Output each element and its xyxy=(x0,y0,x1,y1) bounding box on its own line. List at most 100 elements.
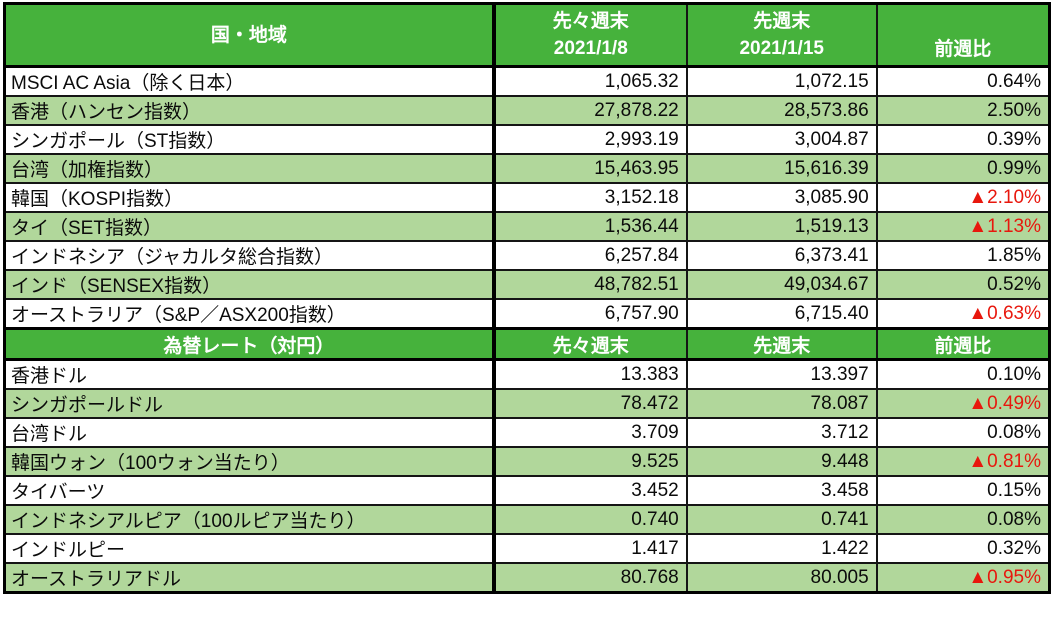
table-row: インド（SENSEX指数） 48,782.51 49,034.67 0.52% xyxy=(3,269,1051,300)
value-prev2: 1.417 xyxy=(491,533,688,564)
change-cell: 0.99% xyxy=(875,153,1051,184)
value-prev2: 9.525 xyxy=(491,446,688,477)
value-prev2: 0.740 xyxy=(491,504,688,535)
value-prev1: 6,715.40 xyxy=(685,298,878,330)
table-row: オーストラリア（S&P／ASX200指数） 6,757.90 6,715.40 … xyxy=(3,298,1051,330)
currency-name: インドルピー xyxy=(3,533,495,564)
index-name: タイ（SET指数） xyxy=(3,211,495,242)
value-prev1: 3.712 xyxy=(685,417,878,448)
currency-name: 韓国ウォン（100ウォン当たり） xyxy=(3,446,495,477)
value-prev2: 1,065.32 xyxy=(491,65,688,97)
column-header-prev2: 先々週末 2021/1/8 xyxy=(491,2,688,68)
column-header-prev1-date: 2021/1/15 xyxy=(739,38,824,59)
fx-rows: 香港ドル 13.383 13.397 0.10% シンガポールドル 78.472… xyxy=(3,358,1051,594)
value-prev1: 49,034.67 xyxy=(685,269,878,300)
change-cell: 1.85% xyxy=(875,240,1051,271)
value-prev1: 78.087 xyxy=(685,388,878,419)
index-name: シンガポール（ST指数） xyxy=(3,124,495,155)
value-prev1: 3.458 xyxy=(685,475,878,506)
change-cell: 0.32% xyxy=(875,533,1051,564)
value-prev2: 3,152.18 xyxy=(491,182,688,213)
change-cell: 0.08% xyxy=(875,417,1051,448)
value-prev1: 80.005 xyxy=(685,562,878,594)
value-prev2: 80.768 xyxy=(491,562,688,594)
change-cell: ▲0.95% xyxy=(875,562,1051,594)
value-prev2: 15,463.95 xyxy=(491,153,688,184)
table-row: タイバーツ 3.452 3.458 0.15% xyxy=(3,475,1051,506)
value-prev1: 0.741 xyxy=(685,504,878,535)
currency-name: シンガポールドル xyxy=(3,388,495,419)
value-prev1: 13.397 xyxy=(685,358,878,390)
currency-name: タイバーツ xyxy=(3,475,495,506)
column-header-region: 国・地域 xyxy=(3,2,495,68)
value-prev1: 3,085.90 xyxy=(685,182,878,213)
column-header-prev2-label: 先々週末 xyxy=(552,11,629,32)
table-row: インドネシアルピア（100ルピア当たり） 0.740 0.741 0.08% xyxy=(3,504,1051,535)
fx-column-header-prev1: 先週末 xyxy=(685,327,878,361)
value-prev2: 6,257.84 xyxy=(491,240,688,271)
change-cell: 2.50% xyxy=(875,95,1051,126)
value-prev2: 78.472 xyxy=(491,388,688,419)
change-cell: 0.64% xyxy=(875,65,1051,97)
value-prev1: 1,072.15 xyxy=(685,65,878,97)
value-prev1: 28,573.86 xyxy=(685,95,878,126)
change-cell: ▲0.49% xyxy=(875,388,1051,419)
value-prev2: 1,536.44 xyxy=(491,211,688,242)
value-prev1: 1,519.13 xyxy=(685,211,878,242)
change-cell: 0.10% xyxy=(875,358,1051,390)
value-prev2: 2,993.19 xyxy=(491,124,688,155)
value-prev2: 6,757.90 xyxy=(491,298,688,330)
change-cell: 0.52% xyxy=(875,269,1051,300)
table-row: 台湾（加権指数） 15,463.95 15,616.39 0.99% xyxy=(3,153,1051,184)
table-row: インドネシア（ジャカルタ総合指数） 6,257.84 6,373.41 1.85… xyxy=(3,240,1051,271)
table-row: 韓国ウォン（100ウォン当たり） 9.525 9.448 ▲0.81% xyxy=(3,446,1051,477)
index-name: インドネシア（ジャカルタ総合指数） xyxy=(3,240,495,271)
indices-rows: MSCI AC Asia（除く日本） 1,065.32 1,072.15 0.6… xyxy=(3,65,1051,330)
table-row: オーストラリアドル 80.768 80.005 ▲0.95% xyxy=(3,562,1051,594)
column-header-prev2-date: 2021/1/8 xyxy=(553,38,628,59)
table-row: シンガポールドル 78.472 78.087 ▲0.49% xyxy=(3,388,1051,419)
value-prev1: 3,004.87 xyxy=(685,124,878,155)
value-prev2: 3.709 xyxy=(491,417,688,448)
index-name: 台湾（加権指数） xyxy=(3,153,495,184)
index-name: オーストラリア（S&P／ASX200指数） xyxy=(3,298,495,330)
table-row: タイ（SET指数） 1,536.44 1,519.13 ▲1.13% xyxy=(3,211,1051,242)
fx-section-title: 為替レート（対円） xyxy=(3,327,495,361)
value-prev2: 3.452 xyxy=(491,475,688,506)
fx-column-header-prev2: 先々週末 xyxy=(491,327,688,361)
table-row: 韓国（KOSPI指数） 3,152.18 3,085.90 ▲2.10% xyxy=(3,182,1051,213)
table-row: 香港（ハンセン指数） 27,878.22 28,573.86 2.50% xyxy=(3,95,1051,126)
currency-name: 香港ドル xyxy=(3,358,495,390)
change-cell: ▲0.81% xyxy=(875,446,1051,477)
index-name: MSCI AC Asia（除く日本） xyxy=(3,65,495,97)
value-prev1: 9.448 xyxy=(685,446,878,477)
currency-name: インドネシアルピア（100ルピア当たり） xyxy=(3,504,495,535)
column-header-change: 前週比 xyxy=(875,2,1051,68)
fx-column-header-change: 前週比 xyxy=(875,327,1051,361)
change-cell: 0.15% xyxy=(875,475,1051,506)
fx-header: 為替レート（対円） 先々週末 先週末 前週比 xyxy=(3,327,1051,361)
table-row: 香港ドル 13.383 13.397 0.10% xyxy=(3,358,1051,390)
table-row: 台湾ドル 3.709 3.712 0.08% xyxy=(3,417,1051,448)
change-cell: 0.39% xyxy=(875,124,1051,155)
change-cell: 0.08% xyxy=(875,504,1051,535)
column-header-prev1-label: 先週末 xyxy=(753,11,811,32)
table-row: シンガポール（ST指数） 2,993.19 3,004.87 0.39% xyxy=(3,124,1051,155)
column-header-prev1: 先週末 2021/1/15 xyxy=(685,2,878,68)
currency-name: オーストラリアドル xyxy=(3,562,495,594)
value-prev2: 13.383 xyxy=(491,358,688,390)
change-cell: ▲0.63% xyxy=(875,298,1051,330)
value-prev2: 27,878.22 xyxy=(491,95,688,126)
value-prev1: 6,373.41 xyxy=(685,240,878,271)
index-name: 韓国（KOSPI指数） xyxy=(3,182,495,213)
change-cell: ▲2.10% xyxy=(875,182,1051,213)
index-name: インド（SENSEX指数） xyxy=(3,269,495,300)
market-summary-table: 国・地域 先々週末 2021/1/8 先週末 2021/1/15 前週比 MSC… xyxy=(3,2,1051,594)
value-prev1: 1.422 xyxy=(685,533,878,564)
index-name: 香港（ハンセン指数） xyxy=(3,95,495,126)
indices-header: 国・地域 先々週末 2021/1/8 先週末 2021/1/15 前週比 xyxy=(3,2,1051,68)
currency-name: 台湾ドル xyxy=(3,417,495,448)
table-row: MSCI AC Asia（除く日本） 1,065.32 1,072.15 0.6… xyxy=(3,65,1051,97)
table-row: インドルピー 1.417 1.422 0.32% xyxy=(3,533,1051,564)
value-prev2: 48,782.51 xyxy=(491,269,688,300)
